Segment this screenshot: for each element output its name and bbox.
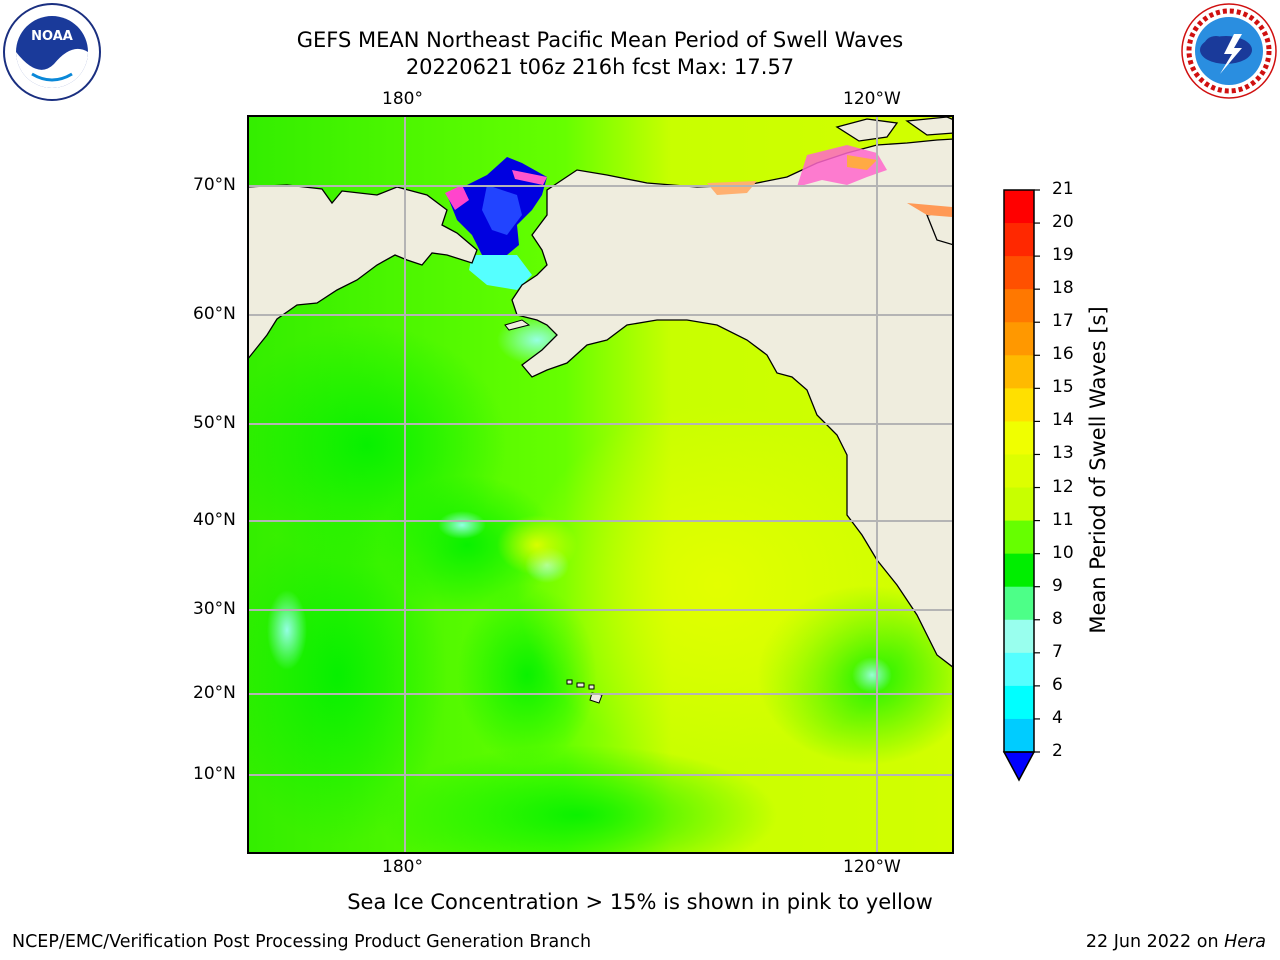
colorbar-tick-label: 7 (1052, 641, 1063, 662)
colorbar-tick-label: 11 (1052, 509, 1074, 530)
colorbar-tick-label: 18 (1052, 278, 1074, 299)
colorbar-segment (1004, 256, 1034, 290)
short-period-patch (469, 255, 532, 290)
colorbar-tick-label: 9 (1052, 575, 1063, 596)
colorbar-extend-arrow (1002, 751, 1036, 782)
graticule (247, 115, 954, 854)
colorbar-segment (1004, 553, 1034, 588)
sea-ice-edge (445, 185, 469, 210)
map-panel (247, 115, 954, 854)
long-period-area (517, 405, 917, 765)
colorbar-segment (1004, 586, 1034, 621)
lat-label: 20°N (193, 683, 236, 703)
lon-label-top: 120°W (843, 89, 901, 109)
colorbar-segment (1004, 289, 1034, 323)
footer-date: 22 Jun 2022 on Hera (1086, 932, 1266, 952)
colorbar-tick-label: 8 (1052, 608, 1063, 629)
noaa-logo: NOAA (3, 3, 101, 101)
footer-credit: NCEP/EMC/Verification Post Processing Pr… (12, 932, 592, 952)
colorbar-segment (1004, 619, 1034, 654)
colorbar-tick-label: 20 (1052, 212, 1074, 233)
colorbar-tick-label: 2 (1052, 741, 1063, 761)
lat-label: 30°N (193, 599, 236, 619)
lon-label-bottom: 120°W (843, 857, 901, 877)
colorbar-segment (1004, 685, 1034, 720)
colorbar-segment (1004, 322, 1034, 356)
sea-ice-area (482, 185, 522, 235)
colorbar-tick-label: 16 (1052, 344, 1074, 365)
colorbar-tick-label: 21 (1052, 179, 1074, 199)
colorbar-segment (1004, 388, 1034, 422)
lat-label: 40°N (193, 510, 236, 530)
lat-label: 70°N (193, 175, 236, 195)
colorbar-tick-label: 6 (1052, 674, 1063, 695)
colorbar-tick-label: 19 (1052, 245, 1074, 266)
svg-text:NOAA: NOAA (31, 29, 73, 44)
colorbar-segment (1004, 223, 1034, 257)
colorbar-segment (1004, 652, 1034, 687)
colorbar-segment (1004, 454, 1034, 489)
colorbar-segment (1004, 190, 1034, 224)
colorbar-tick-label: 12 (1052, 476, 1074, 497)
colorbar-tick-label: 4 (1052, 707, 1063, 728)
lon-label-bottom: 180° (382, 857, 423, 877)
colorbar-tick-label: 17 (1052, 311, 1074, 332)
colorbar-segment (1004, 520, 1034, 555)
colorbar-segment (1004, 421, 1034, 455)
colorbar (1002, 189, 1040, 782)
colorbar-frame (1003, 189, 1035, 753)
map-frame (247, 115, 954, 854)
colorbar-tick-label: 14 (1052, 410, 1074, 431)
short-period-patch (267, 590, 307, 670)
map-title: GEFS MEAN Northeast Pacific Mean Period … (296, 28, 904, 52)
long-period-area (497, 515, 577, 575)
colorbar-tick-label: 15 (1052, 377, 1074, 398)
colorbar-segment (1004, 355, 1034, 389)
colorbar-title: Mean Period of Swell Waves [s] (1086, 306, 1110, 634)
swell-area (247, 505, 447, 845)
lat-label: 50°N (193, 413, 236, 433)
sea-ice-edge (707, 145, 952, 217)
swell-area (377, 745, 777, 854)
colorbar-segment (1004, 487, 1034, 522)
short-period-patch (438, 511, 486, 539)
nws-logo (1181, 3, 1277, 99)
footer-host: Hera (1224, 932, 1266, 952)
sea-ice-note: Sea Ice Concentration > 15% is shown in … (347, 890, 933, 914)
swell-area (377, 475, 557, 615)
colorbar-tick-label: 13 (1052, 443, 1074, 464)
lat-label: 10°N (193, 764, 236, 784)
sea-ice-edge (512, 170, 547, 185)
footer-date-text: 22 Jun 2022 on (1085, 932, 1219, 952)
lon-label-top: 180° (382, 89, 423, 109)
colorbar-segment (1004, 718, 1034, 753)
forecast-subtitle: 20220621 t06z 216h fcst Max: 17.57 (405, 55, 795, 79)
colorbar-tick-label: 10 (1052, 542, 1074, 563)
lat-label: 60°N (193, 304, 236, 324)
